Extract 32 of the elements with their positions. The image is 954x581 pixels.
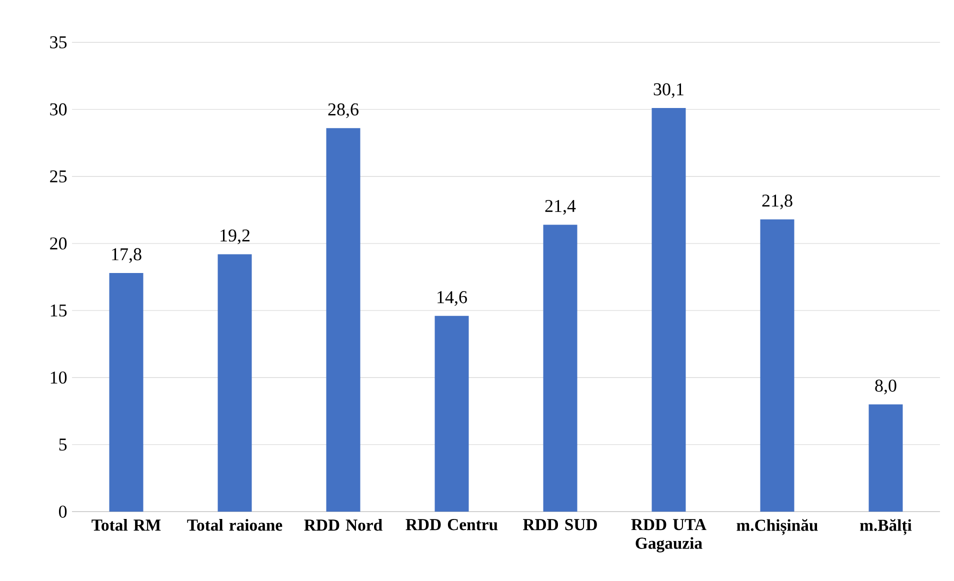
y-tick-label: 5 — [59, 438, 67, 451]
x-tick-label: Total raioane — [187, 519, 282, 531]
x-tick-label: RDD Nord — [304, 519, 382, 531]
x-tick-label: m.Bălți — [860, 519, 912, 536]
bar — [326, 128, 360, 512]
data-label: 28,6 — [328, 103, 358, 118]
data-label: 21,4 — [545, 200, 576, 215]
x-tick-label: Total RM — [92, 519, 161, 531]
y-tick-label: 15 — [50, 304, 67, 317]
x-tick-label: RDD UTA Gagauzia — [631, 519, 706, 552]
bar — [109, 272, 144, 512]
x-tick-label: RDD SUD — [523, 519, 597, 530]
data-label: 8,0 — [875, 380, 896, 394]
bar — [760, 219, 794, 512]
y-tick-label: 25 — [50, 170, 67, 182]
y-tick-label: 10 — [50, 371, 67, 384]
data-label: 30,1 — [654, 83, 684, 98]
y-tick-label: 30 — [50, 103, 67, 116]
x-tick-label: RDD Centru — [406, 519, 498, 530]
x-tick-label: m.Chișinău — [736, 519, 818, 536]
bar — [218, 254, 252, 512]
bar — [868, 404, 903, 512]
bar — [543, 224, 578, 512]
y-tick-label: 35 — [50, 36, 67, 48]
data-label: 17,8 — [112, 248, 142, 263]
data-label: 21,8 — [762, 194, 792, 210]
data-label: 14,6 — [438, 291, 467, 306]
bar — [652, 108, 686, 512]
data-label: 19,2 — [220, 229, 250, 244]
bar — [434, 316, 469, 512]
y-tick-label: 20 — [50, 237, 67, 250]
y-tick-label: 0 — [58, 506, 67, 518]
